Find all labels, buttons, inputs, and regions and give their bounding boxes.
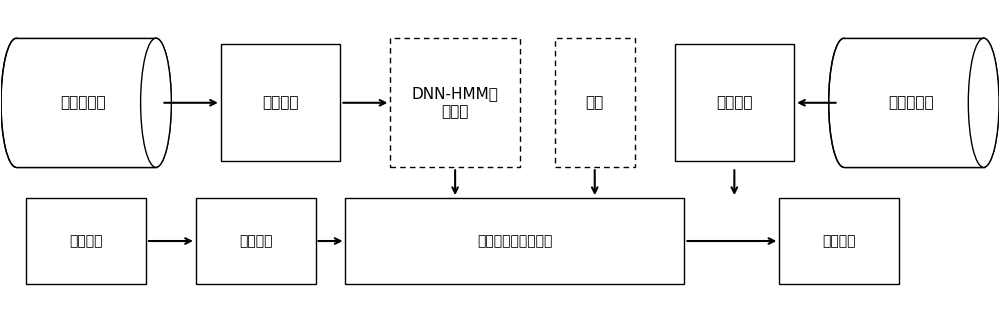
Ellipse shape [829,38,859,167]
Text: 特征提取: 特征提取 [262,95,299,110]
Ellipse shape [1,38,32,167]
Bar [555,38,635,167]
Ellipse shape [968,38,999,167]
Text: 语音解码和搜索算法: 语音解码和搜索算法 [477,234,553,248]
Ellipse shape [141,38,171,167]
Ellipse shape [141,38,171,167]
Bar [16,38,156,167]
Bar [844,38,984,167]
Bar [221,44,340,161]
Bar [390,38,520,167]
Bar [26,198,146,284]
Text: 语音输入: 语音输入 [69,234,103,248]
Bar [345,198,684,284]
Bar [675,44,794,161]
Text: 字典: 字典 [586,95,604,110]
Bar [844,39,984,167]
Text: 文本数据库: 文本数据库 [888,95,934,110]
Bar [16,39,156,167]
Text: 语音数据库: 语音数据库 [60,95,106,110]
Text: 文本输出: 文本输出 [822,234,856,248]
Bar [779,198,899,284]
Text: DNN-HMM声
学模型: DNN-HMM声 学模型 [412,86,499,119]
Bar [196,198,316,284]
Text: 特征提取: 特征提取 [239,234,272,248]
Text: 语言模型: 语言模型 [716,95,753,110]
Ellipse shape [968,38,999,167]
